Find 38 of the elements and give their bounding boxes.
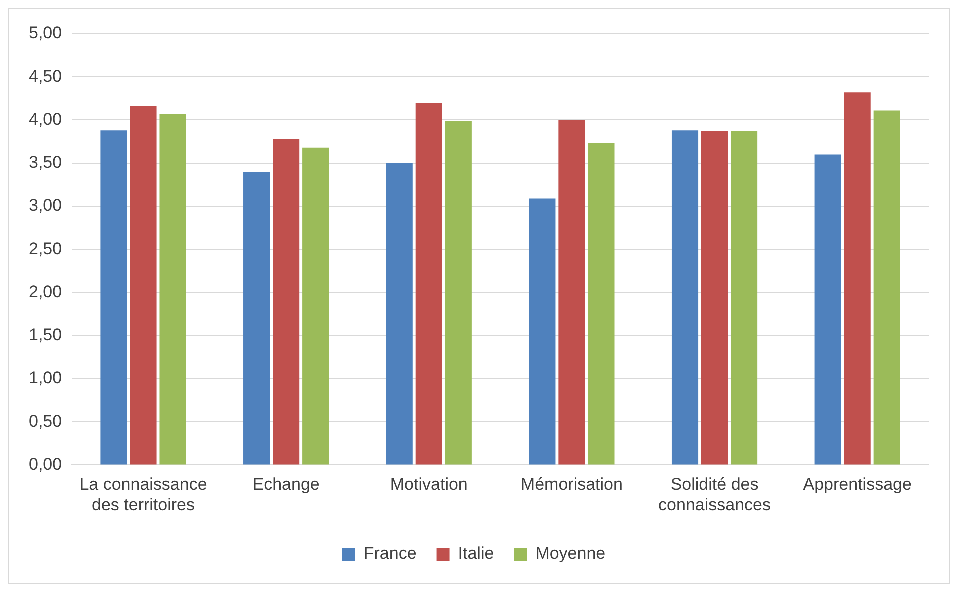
legend-label: Moyenne xyxy=(536,544,606,564)
bar xyxy=(100,130,128,465)
y-tick-label: 0,00 xyxy=(28,454,62,474)
bar xyxy=(244,172,270,465)
bar xyxy=(160,114,186,465)
x-tick-label: La connaissance des territoires xyxy=(80,475,208,514)
y-tick-label: 3,00 xyxy=(28,196,62,216)
x-tick-label: Echange xyxy=(252,475,320,494)
bar xyxy=(445,121,472,465)
x-tick-label: Mémorisation xyxy=(520,475,623,494)
bar xyxy=(558,120,586,465)
y-tick-label: 1,00 xyxy=(28,368,62,388)
y-tick-label: 1,50 xyxy=(28,326,62,345)
y-tick-label: 4,50 xyxy=(28,66,62,86)
y-tick-label: 2,50 xyxy=(28,239,62,258)
bar xyxy=(814,154,842,465)
bar xyxy=(386,163,413,465)
x-tick-label: Apprentissage xyxy=(803,475,912,494)
x-tick-label: Solidité des connaissances xyxy=(658,475,772,514)
bar xyxy=(273,139,300,465)
y-tick-label: 4,00 xyxy=(28,110,62,129)
y-tick-label: 3,50 xyxy=(28,153,62,172)
bar xyxy=(529,198,556,465)
x-tick-label: Motivation xyxy=(390,475,468,494)
legend-label: Italie xyxy=(458,544,494,564)
y-tick-label: 0,50 xyxy=(28,412,62,431)
bar xyxy=(844,92,871,465)
y-tick-label: 2,00 xyxy=(28,282,62,302)
bar xyxy=(302,148,330,465)
bar xyxy=(130,106,157,465)
bar xyxy=(588,144,615,465)
bar xyxy=(416,102,442,465)
bar xyxy=(731,131,758,465)
bar xyxy=(701,131,728,465)
bar xyxy=(874,110,900,465)
bar xyxy=(672,130,699,465)
y-tick-label: 5,00 xyxy=(28,24,62,43)
legend-label: France xyxy=(364,544,417,564)
